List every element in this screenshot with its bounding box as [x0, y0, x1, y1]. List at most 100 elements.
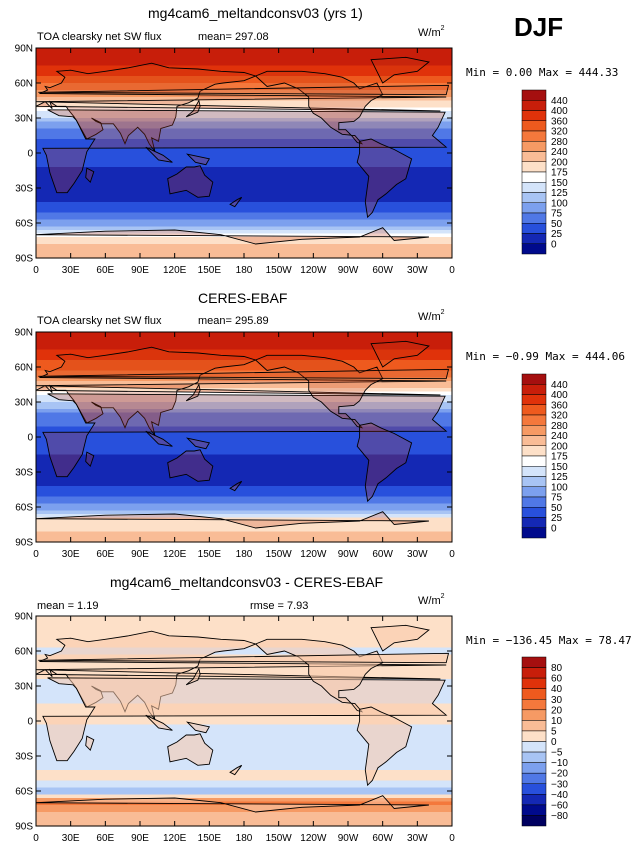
coastline — [229, 196, 243, 208]
field-band — [36, 717, 452, 722]
field-band — [36, 735, 452, 740]
field-band — [36, 128, 452, 133]
field-band — [36, 342, 452, 347]
colorbar-label: −5 — [551, 748, 563, 759]
coastlines — [35, 340, 450, 542]
lat-tick-label: 30N — [15, 398, 33, 409]
field-band — [36, 160, 452, 165]
field-band — [36, 90, 452, 95]
field-band — [36, 426, 452, 431]
lon-tick-label: 90E — [131, 265, 149, 276]
coastline — [185, 667, 201, 686]
colorbar-label: 75 — [551, 209, 563, 220]
colorbar-swatch — [521, 414, 547, 426]
lat-tick-label: 90N — [15, 328, 33, 339]
field-band — [36, 503, 452, 508]
colorbar-swatch — [521, 212, 547, 224]
colorbar-swatch — [521, 720, 547, 732]
field-band — [36, 440, 452, 445]
mean-label: mean= 297.08 — [198, 31, 269, 43]
coastline — [186, 153, 210, 166]
lon-tick-label: 30E — [62, 549, 80, 560]
lat-tick-label: 30S — [15, 752, 33, 763]
colorbar-label: 60 — [551, 674, 563, 685]
colorbar-swatch — [521, 677, 547, 689]
field-band — [36, 447, 452, 452]
colorbar-swatch — [521, 517, 547, 528]
lon-tick-label: 180 — [236, 549, 253, 560]
colorbar-swatch — [521, 141, 547, 152]
coastline — [254, 70, 384, 145]
lat-tick-label: 0 — [27, 149, 33, 160]
field-band — [36, 742, 452, 747]
colorbar-swatch — [521, 425, 547, 436]
coastline — [370, 56, 430, 84]
field-band — [36, 791, 452, 796]
lon-tick-label: 90W — [338, 265, 359, 276]
colorbar-label: −30 — [551, 779, 568, 790]
lon-tick-label: 90E — [131, 549, 149, 560]
field-band — [36, 770, 452, 775]
lon-tick-label: 60E — [96, 549, 114, 560]
colorbar-label: −80 — [551, 811, 568, 822]
coastline — [42, 109, 448, 194]
lon-tick-label: 30W — [407, 549, 428, 560]
field-band — [36, 451, 452, 456]
lon-tick-label: 0 — [33, 549, 39, 560]
colorbar-swatch — [521, 404, 547, 416]
field-band — [36, 135, 452, 140]
colorbar-swatch — [521, 130, 547, 142]
field-band — [36, 111, 452, 116]
variable-label: TOA clearsky net SW flux — [37, 315, 162, 327]
lon-tick-label: 150W — [266, 833, 293, 844]
field-band — [36, 738, 452, 743]
lon-tick-label: 30E — [62, 833, 80, 844]
units-label: W/m2 — [418, 25, 445, 39]
field-band — [36, 630, 452, 635]
coastline — [85, 735, 95, 752]
field-band — [36, 167, 452, 172]
coastline — [167, 165, 214, 198]
field-band — [36, 637, 452, 642]
lat-tick-label: 90N — [15, 612, 33, 623]
colorbar-label: 80 — [551, 663, 563, 674]
lat-tick-label: 90S — [15, 822, 33, 833]
lat-tick-label: 60N — [15, 79, 33, 90]
field-band — [36, 475, 452, 480]
field-band — [36, 472, 452, 477]
field-band — [36, 521, 452, 526]
colorbar-swatch — [521, 182, 547, 193]
field-band — [36, 728, 452, 733]
colorbar-swatch — [521, 223, 547, 234]
lon-tick-label: 0 — [33, 265, 39, 276]
colorbar-swatch — [521, 699, 547, 711]
colorbar-swatch — [521, 794, 547, 806]
field-band — [36, 780, 452, 785]
field-band — [36, 668, 452, 673]
rmse-label: rmse = 7.93 — [250, 600, 309, 612]
field-band — [36, 412, 452, 417]
field-band — [36, 482, 452, 487]
field-band — [36, 391, 452, 396]
field-band — [36, 756, 452, 761]
lon-tick-label: 180 — [236, 833, 253, 844]
lon-tick-label: 150E — [198, 833, 222, 844]
field-band — [36, 398, 452, 403]
field-band — [36, 794, 452, 799]
field-band — [36, 626, 452, 631]
colorbar-swatch — [521, 466, 547, 477]
colorbar-label: 100 — [551, 482, 568, 493]
field-band — [36, 416, 452, 421]
colorbar-label: 440 — [551, 96, 568, 107]
colorbar-swatch — [521, 476, 547, 487]
coastline — [370, 624, 430, 652]
colorbar-label: 175 — [551, 452, 568, 463]
lon-tick-label: 0 — [33, 833, 39, 844]
field-band — [36, 100, 452, 105]
colorbar-swatch — [521, 161, 547, 173]
field-band — [36, 651, 452, 656]
colorbar-label: 400 — [551, 390, 568, 401]
coastline — [370, 340, 430, 368]
lat-tick-label: 30N — [15, 114, 33, 125]
